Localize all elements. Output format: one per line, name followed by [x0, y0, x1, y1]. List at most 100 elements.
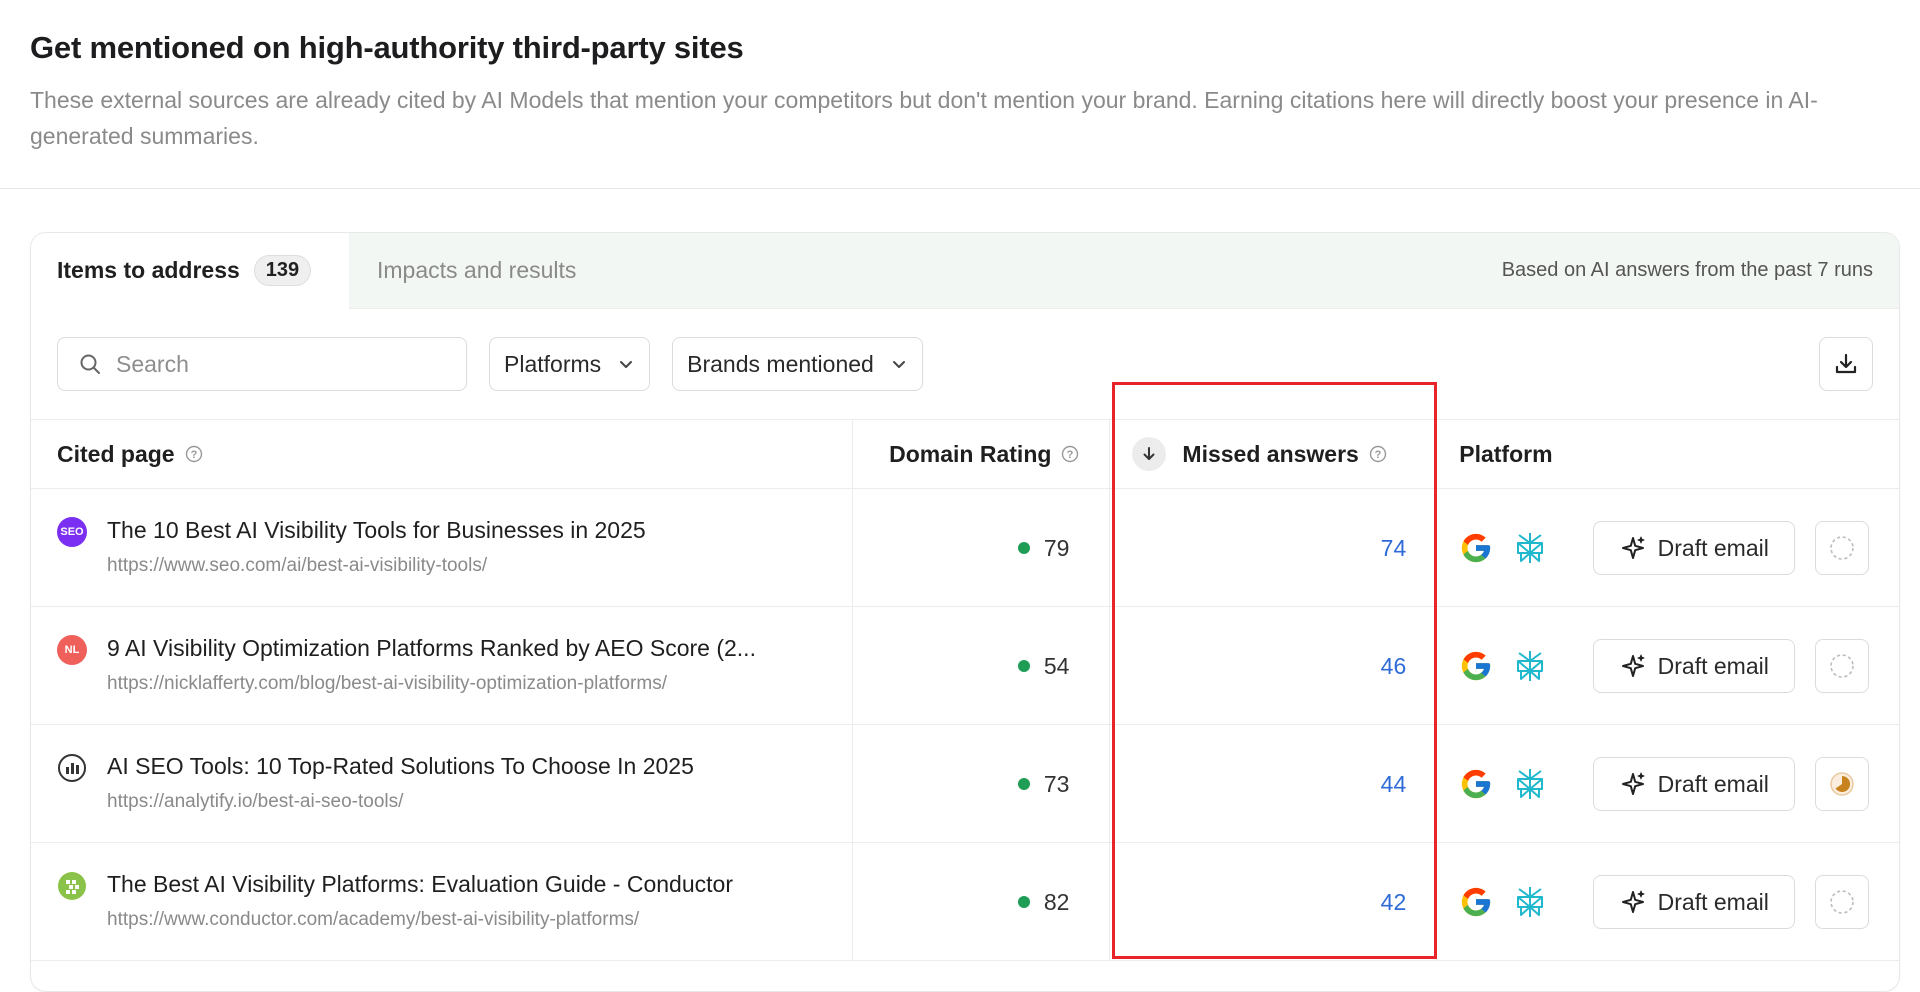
- sort-desc-button[interactable]: [1132, 437, 1167, 471]
- status-empty-icon: [1830, 536, 1855, 560]
- sparkle-icon: [1621, 890, 1645, 913]
- tab-items-to-address[interactable]: Items to address 139: [31, 233, 349, 309]
- brands-mentioned-dropdown[interactable]: Brands mentioned: [672, 337, 923, 391]
- page-description: These external sources are already cited…: [30, 87, 1818, 149]
- favicon-label: SEO: [60, 526, 84, 538]
- column-cited-page[interactable]: Cited page ?: [31, 419, 853, 489]
- google-icon: [1462, 533, 1491, 563]
- rating-dot-icon: [1017, 542, 1030, 554]
- cited-page-title[interactable]: AI SEO Tools: 10 Top-Rated Solutions To …: [107, 753, 694, 779]
- svg-text:?: ?: [1374, 449, 1381, 461]
- status-partial-icon: [1830, 772, 1854, 796]
- platform-cell: Draft email: [1437, 843, 1899, 961]
- search-input[interactable]: [116, 350, 436, 378]
- cited-page-title[interactable]: The 10 Best AI Visibility Tools for Busi…: [107, 517, 646, 543]
- domain-rating-value: 82: [1043, 888, 1070, 915]
- cited-page-cell: The Best AI Visibility Platforms: Evalua…: [31, 843, 853, 961]
- platform-cell: Draft email: [1437, 725, 1899, 843]
- draft-email-label: Draft email: [1657, 770, 1769, 797]
- download-button[interactable]: [1819, 337, 1873, 391]
- platform-cell: Draft email: [1437, 607, 1899, 725]
- rating-dot-icon: [1017, 896, 1030, 908]
- help-icon[interactable]: ?: [1061, 445, 1079, 463]
- google-icon: [1462, 887, 1491, 917]
- items-card: Items to address 139 Impacts and results…: [30, 232, 1900, 992]
- missed-answers-cell: 74: [1110, 489, 1438, 607]
- status-button[interactable]: [1815, 639, 1870, 693]
- rating-dot-icon: [1017, 778, 1030, 790]
- site-favicon: SEO: [57, 517, 87, 547]
- missed-answers-value[interactable]: 44: [1380, 770, 1407, 797]
- google-icon: [1462, 769, 1491, 799]
- draft-email-button[interactable]: Draft email: [1593, 521, 1796, 575]
- platforms-dropdown[interactable]: Platforms: [489, 337, 651, 391]
- cited-page-url[interactable]: https://analytify.io/best-ai-seo-tools/: [107, 791, 404, 812]
- missed-answers-cell: 46: [1110, 607, 1438, 725]
- perplexity-icon: [1517, 887, 1544, 917]
- site-favicon: [57, 871, 87, 901]
- table-header: Cited page ? Domain Rating ? Missed answ…: [31, 419, 1899, 489]
- draft-email-label: Draft email: [1657, 534, 1769, 561]
- platforms-label: Platforms: [504, 350, 602, 377]
- status-empty-icon: [1830, 890, 1855, 914]
- draft-email-button[interactable]: Draft email: [1593, 639, 1796, 693]
- cited-page-url[interactable]: https://www.seo.com/ai/best-ai-visibilit…: [107, 555, 488, 576]
- status-button[interactable]: [1815, 875, 1870, 929]
- column-missed-answers[interactable]: Missed answers ?: [1110, 419, 1438, 489]
- draft-email-button[interactable]: Draft email: [1593, 757, 1796, 811]
- domain-rating-value: 79: [1043, 534, 1070, 561]
- domain-rating-cell: 79: [853, 489, 1111, 607]
- domain-rating-cell: 82: [853, 843, 1111, 961]
- sparkle-icon: [1621, 536, 1645, 559]
- tab-bar: Items to address 139 Impacts and results…: [31, 233, 1899, 309]
- search-icon: [80, 354, 100, 374]
- table-row[interactable]: SEO The 10 Best AI Visibility Tools for B…: [31, 489, 1899, 607]
- svg-text:?: ?: [190, 449, 197, 461]
- cited-page-url[interactable]: https://nicklafferty.com/blog/best-ai-vi…: [107, 673, 667, 694]
- sparkle-icon: [1621, 654, 1645, 677]
- table-row[interactable]: The Best AI Visibility Platforms: Evalua…: [31, 843, 1899, 961]
- cited-page-cell: SEO The 10 Best AI Visibility Tools for B…: [31, 489, 853, 607]
- status-button[interactable]: [1815, 521, 1870, 575]
- help-icon[interactable]: ?: [185, 445, 203, 463]
- arrow-down-icon: [1143, 447, 1155, 460]
- cited-page-title[interactable]: 9 AI Visibility Optimization Platforms R…: [107, 635, 756, 661]
- tab-label: Items to address: [57, 257, 240, 283]
- cited-page-title[interactable]: The Best AI Visibility Platforms: Evalua…: [107, 871, 733, 897]
- perplexity-icon: [1517, 533, 1544, 563]
- missed-answers-value[interactable]: 42: [1380, 888, 1407, 915]
- perplexity-icon: [1517, 769, 1544, 799]
- missed-answers-value[interactable]: 46: [1380, 652, 1407, 679]
- perplexity-icon: [1517, 651, 1544, 681]
- site-favicon: NL: [57, 635, 87, 665]
- platform-cell: Draft email: [1437, 489, 1899, 607]
- missed-answers-value[interactable]: 74: [1380, 534, 1407, 561]
- help-icon[interactable]: ?: [1369, 445, 1387, 463]
- cited-page-cell: AI SEO Tools: 10 Top-Rated Solutions To …: [31, 725, 853, 843]
- status-button[interactable]: [1815, 757, 1870, 811]
- draft-email-label: Draft email: [1657, 888, 1769, 915]
- conductor-logo-icon: [58, 872, 86, 900]
- draft-email-button[interactable]: Draft email: [1593, 875, 1796, 929]
- filter-toolbar: Platforms Brands mentioned: [31, 309, 1899, 419]
- table-body: SEO The 10 Best AI Visibility Tools for B…: [31, 489, 1899, 961]
- domain-rating-cell: 54: [853, 607, 1111, 725]
- status-empty-icon: [1830, 654, 1855, 678]
- analytify-logo-icon: [58, 754, 86, 782]
- domain-rating-cell: 73: [853, 725, 1111, 843]
- citations-table: Cited page ? Domain Rating ? Missed answ…: [31, 419, 1899, 961]
- favicon-label: NL: [64, 644, 80, 656]
- rating-dot-icon: [1017, 660, 1030, 672]
- search-box[interactable]: [57, 337, 467, 391]
- tab-impacts-and-results[interactable]: Impacts and results: [377, 257, 577, 283]
- domain-rating-value: 54: [1043, 652, 1070, 679]
- chevron-down-icon: [892, 361, 905, 368]
- column-domain-rating[interactable]: Domain Rating ?: [853, 419, 1111, 489]
- page-title: Get mentioned on high-authority third-pa…: [30, 30, 744, 65]
- google-icon: [1462, 651, 1491, 681]
- cited-page-url[interactable]: https://www.conductor.com/academy/best-a…: [107, 909, 640, 930]
- table-row[interactable]: AI SEO Tools: 10 Top-Rated Solutions To …: [31, 725, 1899, 843]
- table-row[interactable]: NL 9 AI Visibility Optimization Platforms…: [31, 607, 1899, 725]
- column-platform: Platform: [1459, 440, 1553, 467]
- page-header: Get mentioned on high-authority third-pa…: [0, 0, 1920, 189]
